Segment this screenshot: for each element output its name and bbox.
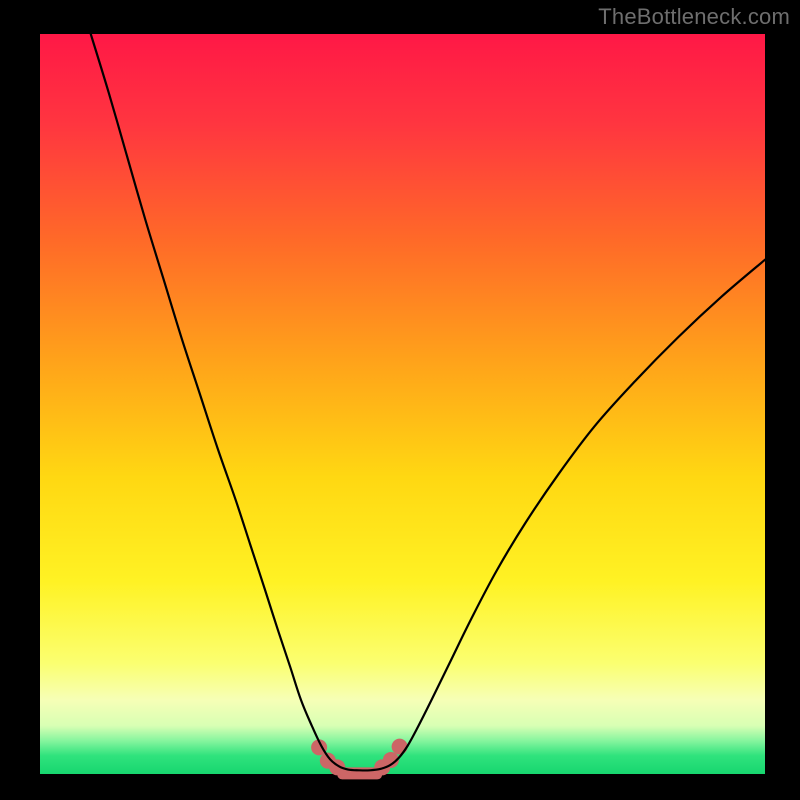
bottleneck-chart [0,0,800,800]
valley-dot [392,739,408,755]
watermark-text: TheBottleneck.com [598,4,790,30]
plot-background [40,34,765,774]
